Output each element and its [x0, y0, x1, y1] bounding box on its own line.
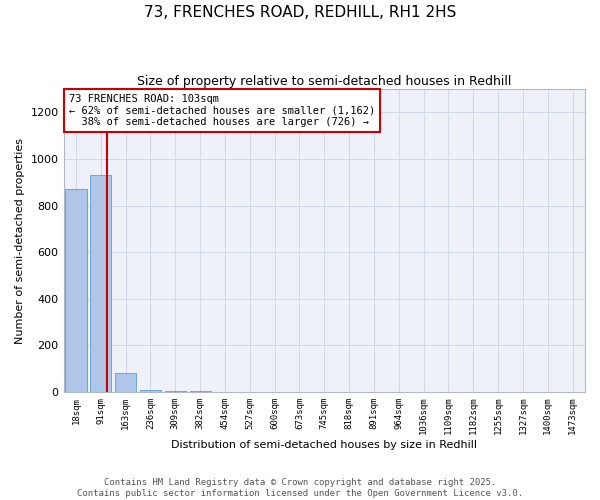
Bar	[140, 390, 161, 392]
Y-axis label: Number of semi-detached properties: Number of semi-detached properties	[15, 138, 25, 344]
Text: Contains HM Land Registry data © Crown copyright and database right 2025.
Contai: Contains HM Land Registry data © Crown c…	[77, 478, 523, 498]
Bar	[115, 374, 136, 392]
X-axis label: Distribution of semi-detached houses by size in Redhill: Distribution of semi-detached houses by …	[171, 440, 477, 450]
Text: 73 FRENCHES ROAD: 103sqm
← 62% of semi-detached houses are smaller (1,162)
  38%: 73 FRENCHES ROAD: 103sqm ← 62% of semi-d…	[69, 94, 375, 127]
Bar	[90, 176, 112, 392]
Bar	[65, 190, 86, 392]
Title: Size of property relative to semi-detached houses in Redhill: Size of property relative to semi-detach…	[137, 75, 511, 88]
Text: 73, FRENCHES ROAD, REDHILL, RH1 2HS: 73, FRENCHES ROAD, REDHILL, RH1 2HS	[144, 5, 456, 20]
